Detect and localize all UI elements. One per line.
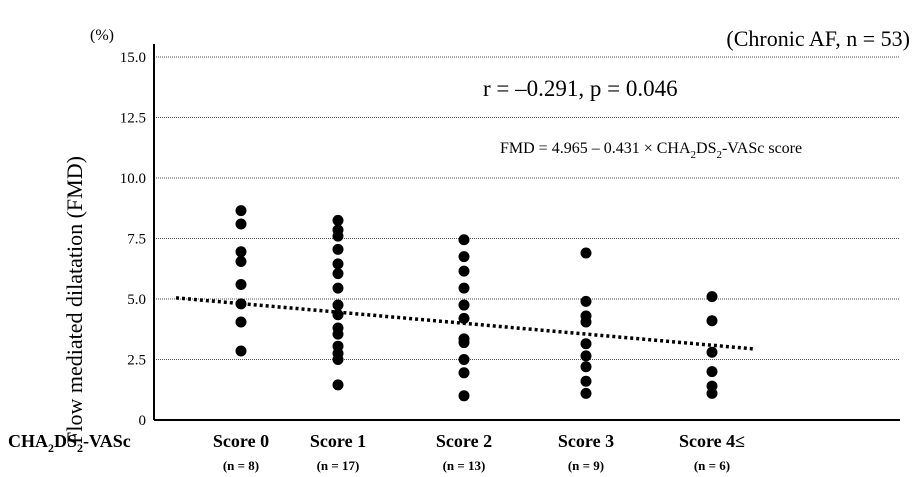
data-point (235, 278, 247, 290)
y-tick-label: 5.0 (127, 292, 146, 308)
data-point (235, 345, 247, 357)
data-point (706, 387, 718, 399)
y-tick-labels: 0 2.5 5.0 7.5 10.0 12.5 15.0 (120, 50, 146, 429)
data-point (580, 350, 592, 362)
data-point (706, 346, 718, 358)
y-tick-label: 0 (139, 413, 147, 429)
data-point (458, 390, 470, 402)
data-point (458, 367, 470, 379)
data-point (580, 361, 592, 373)
data-point (706, 291, 718, 303)
data-point (235, 298, 247, 310)
data-point (235, 316, 247, 328)
data-point (458, 312, 470, 324)
data-point (332, 268, 344, 280)
x-category-label: Score 4≤ (679, 431, 745, 451)
axis-layer (153, 44, 900, 421)
data-point (332, 258, 344, 270)
data-point (580, 338, 592, 350)
data-point (458, 337, 470, 349)
data-point (458, 234, 470, 246)
x-category-label: Score 3 (558, 431, 614, 451)
data-point (332, 299, 344, 311)
x-category-n-label: (n = 6) (694, 458, 730, 473)
x-category-n-label: (n = 8) (223, 458, 259, 473)
data-points (235, 205, 718, 402)
x-category-label: Score 1 (310, 431, 366, 451)
data-point (458, 265, 470, 277)
data-point (580, 375, 592, 387)
regression-equation: FMD = 4.965 – 0.431 × CHA2DS2-VASc score (500, 140, 802, 161)
data-point (332, 328, 344, 340)
chart-subtitle: (Chronic AF, n = 53) (726, 26, 910, 51)
data-point (458, 282, 470, 294)
x-axis-title: CHA2DS2-VASc (8, 431, 131, 455)
data-point (458, 299, 470, 311)
data-point (332, 309, 344, 321)
data-point (235, 255, 247, 267)
data-point (458, 354, 470, 365)
data-point (332, 214, 344, 226)
x-category-label: Score 2 (436, 431, 492, 451)
y-axis-title: Flow mediated dilatation (FMD) (62, 156, 87, 444)
data-point (235, 218, 247, 230)
data-point (332, 354, 344, 365)
x-category-n-label: (n = 17) (317, 458, 360, 473)
x-category-labels: Score 0 (n = 8) Score 1 (n = 17) Score 2 (n =… (213, 431, 745, 473)
data-point (580, 316, 592, 328)
data-point (235, 246, 247, 258)
data-point (580, 247, 592, 259)
data-point (580, 295, 592, 307)
data-point (706, 366, 718, 378)
correlation-stats: r = –0.291, p = 0.046 (483, 76, 678, 101)
y-tick-label: 12.5 (120, 111, 146, 127)
data-point (235, 205, 247, 217)
data-point (706, 315, 718, 327)
data-point (332, 379, 344, 391)
grid-layer (154, 56, 900, 360)
data-point (332, 243, 344, 255)
x-category-n-label: (n = 9) (568, 458, 604, 473)
data-point (580, 387, 592, 399)
y-tick-label: 2.5 (127, 353, 146, 369)
y-tick-label: 15.0 (120, 50, 146, 66)
y-tick-label: 10.0 (120, 171, 146, 187)
y-tick-label: 7.5 (127, 232, 146, 248)
x-category-label: Score 0 (213, 431, 269, 451)
y-unit-label: (%) (90, 27, 114, 44)
data-point (332, 230, 344, 242)
x-category-n-label: (n = 13) (443, 458, 486, 473)
data-point (332, 282, 344, 294)
data-point (458, 251, 470, 263)
regression-line (175, 296, 754, 351)
